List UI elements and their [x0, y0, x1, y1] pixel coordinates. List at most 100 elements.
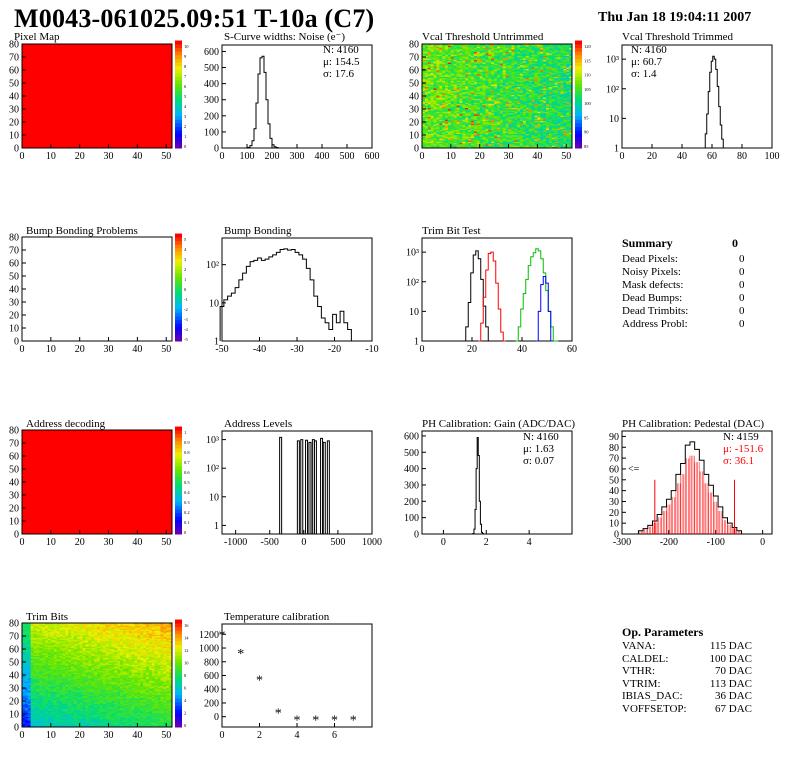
- heatmap-cell: [442, 57, 446, 59]
- heatmap-cell: [482, 49, 486, 51]
- heatmap-cell: [505, 80, 509, 82]
- heatmap-cell: [505, 93, 509, 95]
- heatmap-cell: [505, 118, 509, 120]
- heatmap-cell: [433, 94, 437, 97]
- heatmap-cell: [453, 44, 457, 46]
- heatmap-cell: [502, 53, 506, 55]
- heatmap-cell: [566, 72, 570, 75]
- heatmap-cell: [453, 90, 457, 93]
- heatmap-cell: [525, 86, 530, 89]
- heatmap-cell: [508, 63, 512, 66]
- heatmap-cell: [450, 73, 455, 76]
- heatmap-cell: [517, 83, 521, 85]
- heatmap-cell: [548, 54, 553, 56]
- color-scale-segment: [175, 476, 182, 481]
- heatmap-cell: [468, 90, 472, 93]
- heatmap-cell: [465, 83, 469, 85]
- heatmap-cell: [497, 77, 501, 80]
- heatmap-cell: [499, 47, 504, 50]
- color-scale-segment: [175, 473, 182, 478]
- heatmap-cell: [488, 62, 492, 64]
- heatmap-cell: [473, 60, 478, 63]
- heatmap-cell: [436, 138, 440, 141]
- heatmap-cell: [502, 107, 506, 110]
- heatmap-cell: [456, 70, 460, 72]
- heatmap-cell: [485, 62, 489, 64]
- heatmap-cell: [537, 111, 541, 114]
- heatmap-cell: [422, 141, 426, 144]
- heatmap-cell: [445, 83, 449, 85]
- x-tick-label: 0: [220, 151, 225, 160]
- heatmap-cell: [528, 135, 532, 137]
- plot-frame: [421, 237, 573, 342]
- heatmap-cell: [439, 44, 443, 46]
- heatmap-cell: [525, 144, 530, 146]
- color-scale-segment: [175, 337, 182, 342]
- heatmap-cell: [511, 49, 515, 51]
- heatmap-cell: [566, 80, 570, 82]
- heatmap-cell: [456, 102, 460, 105]
- heatmap-cell: [528, 115, 532, 118]
- heatmap-cell: [508, 58, 512, 60]
- heatmap-cell: [522, 141, 527, 144]
- heatmap-cell: [502, 109, 506, 111]
- heatmap-cell: [471, 119, 475, 121]
- heatmap-cell: [476, 90, 480, 93]
- heatmap-cell: [436, 122, 440, 124]
- heatmap-cell: [531, 124, 535, 127]
- heatmap-cell: [439, 127, 443, 129]
- heatmap-cell: [422, 80, 426, 82]
- heatmap-cell: [73, 721, 78, 724]
- heatmap-cell: [569, 84, 573, 86]
- heatmap-cell: [479, 141, 483, 144]
- heatmap-cell: [488, 138, 492, 141]
- heatmap-cell: [497, 122, 501, 124]
- heatmap-cell: [433, 102, 437, 105]
- heatmap-cell: [422, 67, 426, 69]
- heatmap-cell: [554, 141, 558, 144]
- heatmap-cell: [569, 79, 573, 81]
- heatmap-cell: [517, 127, 521, 129]
- color-scale-segment: [575, 76, 582, 81]
- color-scale-segment: [575, 83, 582, 88]
- heatmap-cell: [548, 131, 553, 133]
- heatmap-cell: [499, 98, 504, 101]
- heatmap-cell: [442, 131, 446, 133]
- heatmap-cell: [499, 86, 504, 89]
- heatmap-cell: [497, 137, 501, 140]
- heatmap-cell: [453, 111, 457, 114]
- heatmap-cell: [566, 137, 570, 140]
- heatmap-cell: [499, 125, 504, 128]
- heatmap-cell: [540, 123, 544, 125]
- heatmap-cell: [479, 123, 483, 125]
- heatmap-cell: [546, 88, 550, 90]
- heatmap-cell: [491, 47, 495, 50]
- heatmap-cell: [557, 79, 561, 81]
- heatmap-cell: [534, 86, 538, 89]
- heatmap-cell: [569, 54, 573, 56]
- heatmap-cell: [508, 141, 512, 144]
- heatmap-cell: [546, 92, 550, 94]
- heatmap-cell: [476, 81, 480, 84]
- heatmap-cell: [528, 96, 532, 98]
- heatmap-cell: [554, 145, 558, 147]
- heatmap-cell: [439, 141, 443, 144]
- heatmap-cell: [465, 131, 469, 133]
- heatmap-cell: [122, 724, 127, 726]
- x-tick-label: 30: [104, 344, 114, 353]
- heatmap-cell: [436, 75, 440, 77]
- heatmap-cell: [494, 94, 498, 97]
- x-tick-label: 0: [620, 151, 625, 160]
- heatmap-cell: [465, 66, 469, 68]
- heatmap-cell: [569, 55, 573, 58]
- heatmap-cell: [422, 47, 426, 50]
- heatmap-cell: [163, 724, 167, 726]
- heatmap-cell: [511, 79, 515, 81]
- heatmap-cell: [534, 105, 538, 107]
- heatmap-cell: [563, 66, 567, 68]
- heatmap-cell: [548, 67, 553, 69]
- heatmap-cell: [485, 131, 489, 133]
- heatmap-cell: [442, 135, 446, 137]
- x-tick-label: 0: [20, 151, 25, 160]
- heatmap-cell: [485, 101, 489, 103]
